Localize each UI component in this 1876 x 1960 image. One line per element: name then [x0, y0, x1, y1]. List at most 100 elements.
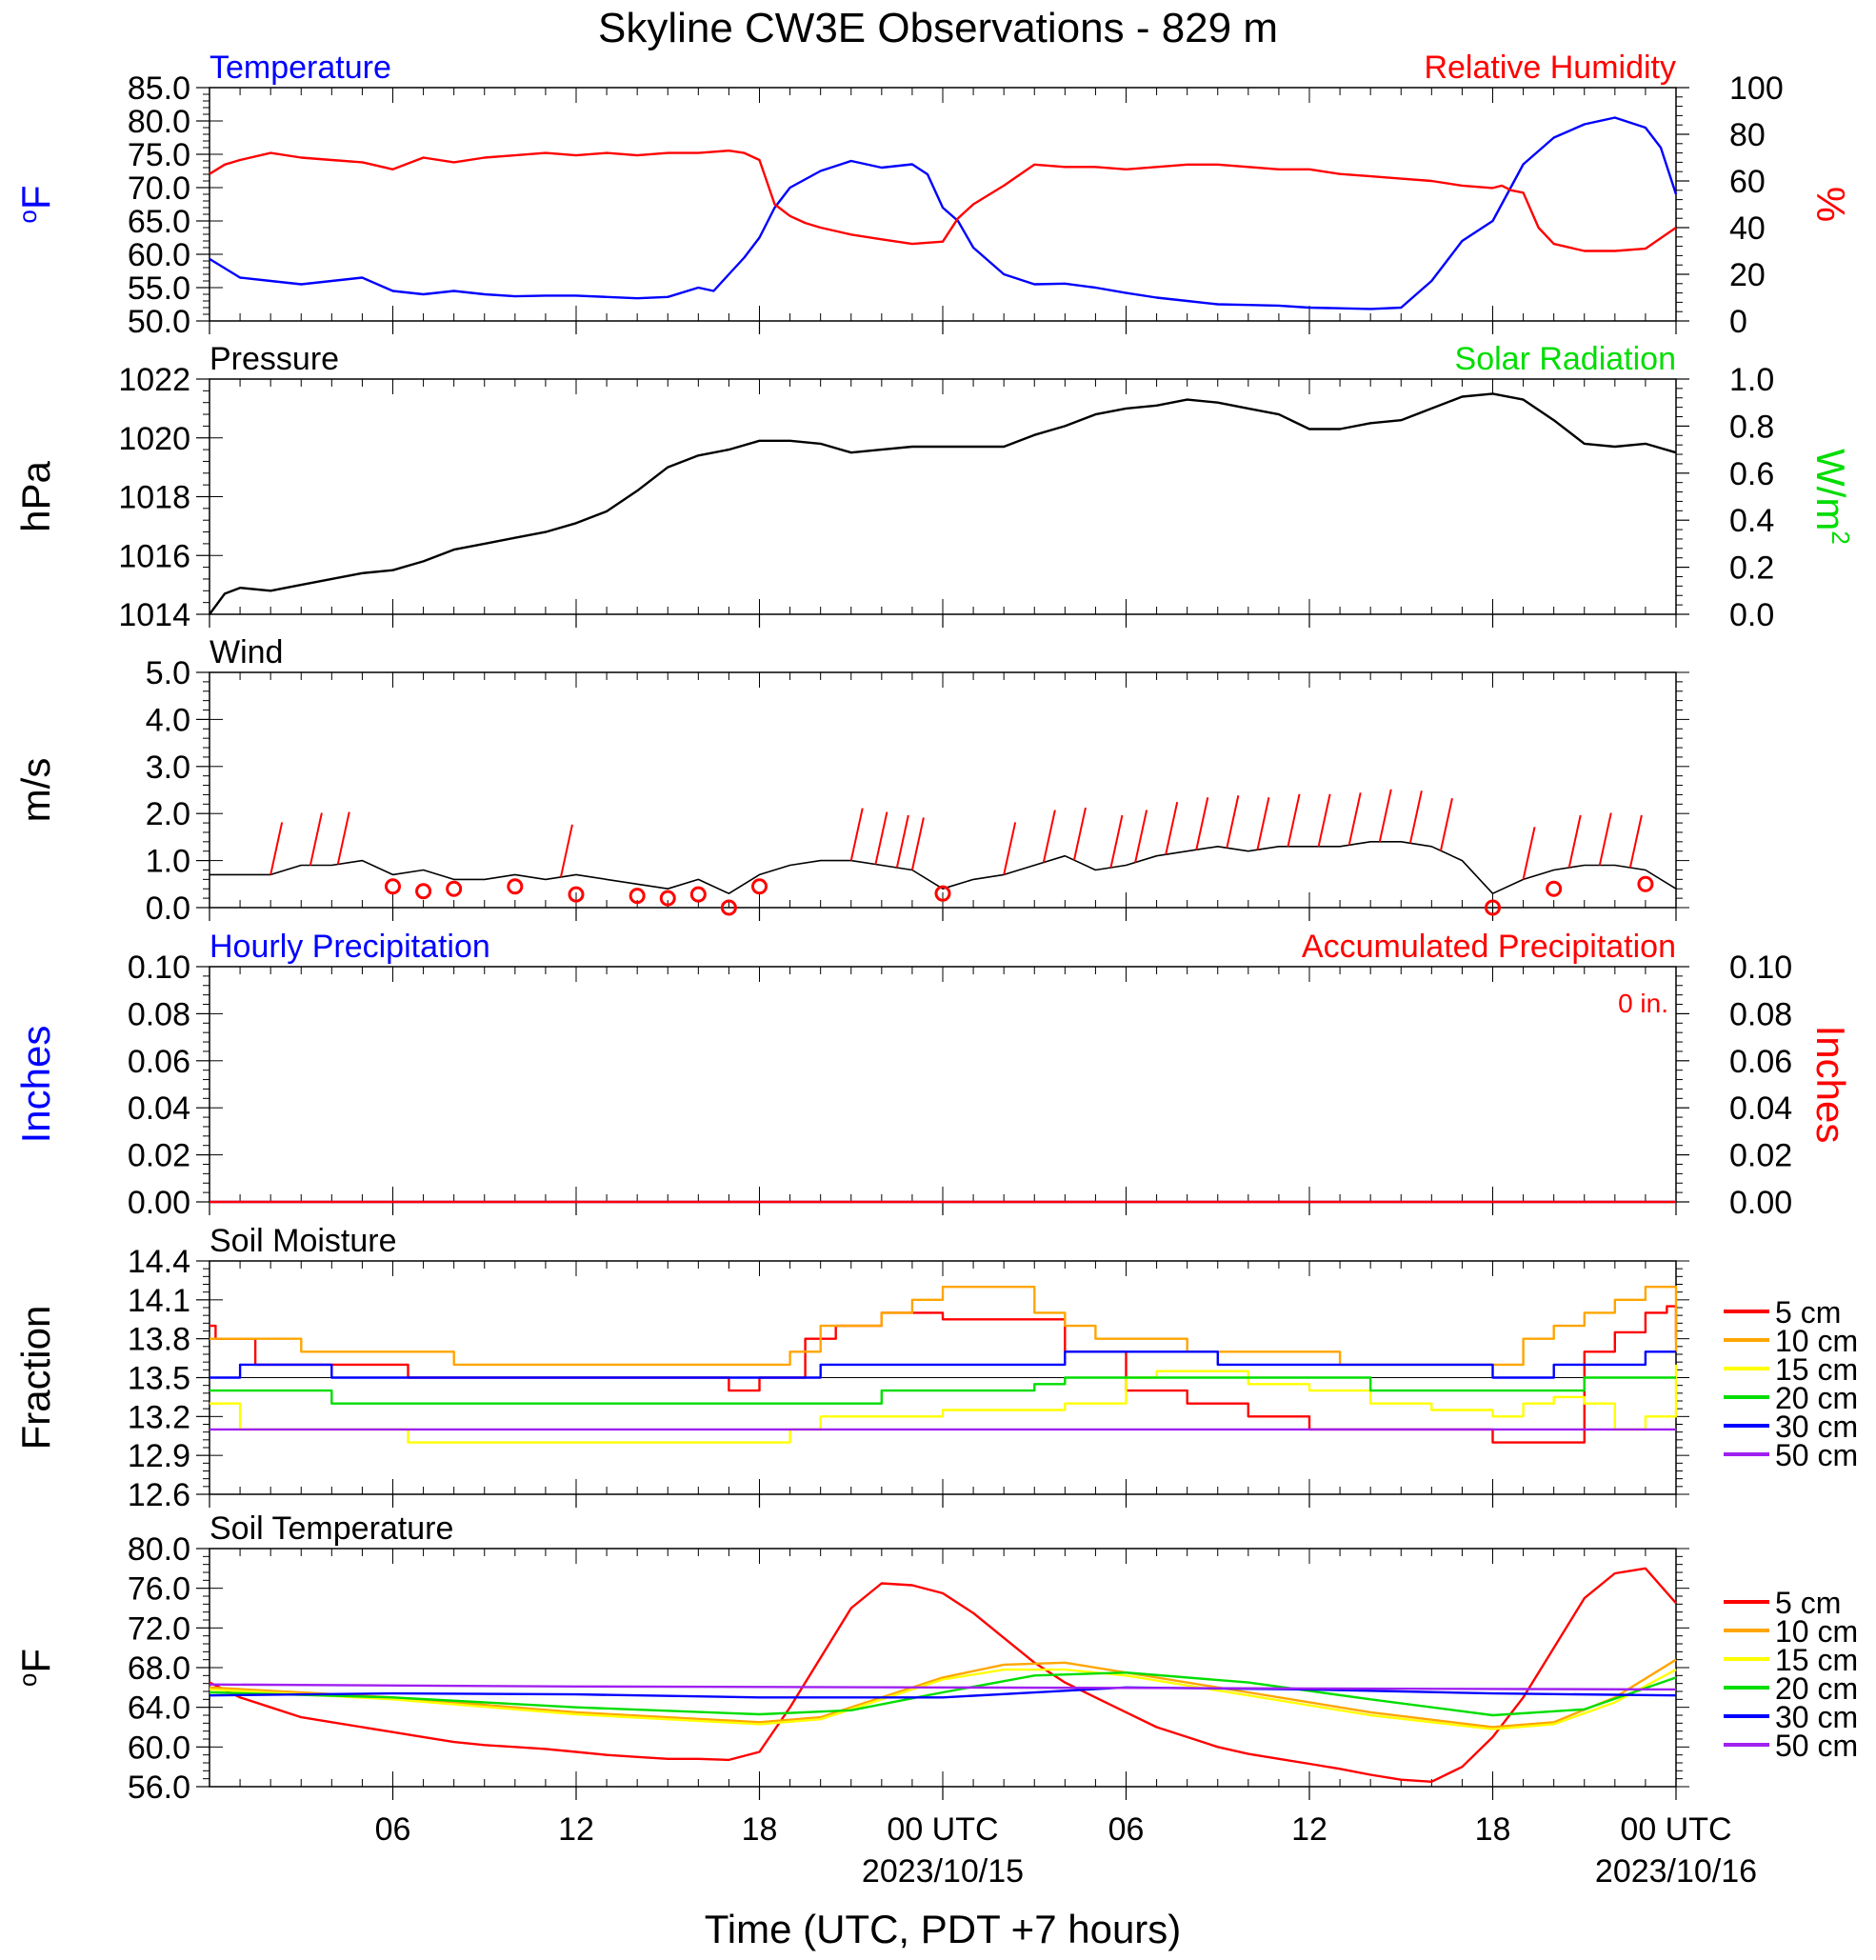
y-tick-label-left: 85.0 — [128, 70, 190, 107]
unit-exponent: 2 — [1826, 530, 1855, 544]
calm-marker — [934, 885, 951, 902]
series-line-20-cm — [210, 1376, 1676, 1405]
y-tick-label-left: 60.0 — [128, 1730, 190, 1766]
x-tick-label: 00 UTC — [1620, 1811, 1731, 1848]
wind-barb — [1195, 797, 1209, 850]
wind-barb — [1317, 793, 1331, 847]
y-tick-label-right: 0.00 — [1729, 1185, 1792, 1221]
panel-title-left: Temperature — [210, 50, 391, 86]
x-axis: 06 12 18 00 UTC 2023/10/15 06 12 18 00 UTC 2023/1… — [375, 1787, 1757, 1890]
panel-temp_rh: 50.055.060.065.070.075.080.085.0 0 20 40 60 8… — [13, 50, 1853, 340]
panel-wind: 0.0 1.0 2.0 3.0 4.0 5.0 Wind m/s — [13, 634, 1689, 927]
panels: 50.055.060.065.070.075.080.085.002040608… — [13, 50, 1858, 1806]
degree-symbol: o — [13, 1673, 42, 1687]
y-tick-label-right: 0.4 — [1729, 503, 1774, 539]
y-tick-label-right: 0.02 — [1729, 1138, 1792, 1174]
y-tick-label-right: 0.6 — [1729, 456, 1774, 492]
panel-title-left: Wind — [210, 634, 283, 670]
y-tick-label-right: 0.04 — [1729, 1090, 1792, 1127]
y-tick-label-right: 0.8 — [1729, 409, 1774, 445]
y-tick-label-left: 56.0 — [128, 1770, 190, 1806]
calm-marker — [1546, 880, 1563, 897]
y-tick-label-right: 40 — [1729, 210, 1766, 247]
y-tick-label-left: 1014 — [118, 597, 190, 633]
wind-barb — [1347, 792, 1362, 846]
panel-frame — [209, 378, 1677, 615]
panel-title-left: Soil Temperature — [210, 1510, 453, 1547]
calm-marker — [385, 878, 401, 895]
y-tick-label-right: 0.0 — [1729, 597, 1774, 633]
series-line-wind — [210, 841, 1677, 894]
y-axis-label-left: m/s — [13, 758, 58, 823]
wind-barb — [1042, 810, 1056, 863]
x-tick-label: 06 — [375, 1811, 411, 1848]
calm-marker — [1485, 899, 1501, 916]
y-axis-label-left: Fraction — [13, 1306, 58, 1450]
x-tick-label: 06 — [1108, 1811, 1145, 1848]
y-tick-label-left: 76.0 — [128, 1571, 190, 1608]
y-tick-label-left: 1022 — [118, 362, 190, 398]
y-axis-label-left: oF — [13, 185, 58, 223]
series-line-relative-humidity — [209, 150, 1677, 252]
legend-label: 20 cm — [1775, 1381, 1858, 1415]
wind-barb — [910, 817, 925, 870]
y-axis-label-right: W/m2 — [1808, 449, 1855, 545]
y-tick-label-left: 55.0 — [128, 270, 190, 307]
wind-barb — [309, 812, 323, 866]
y-tick-label-right: 20 — [1729, 257, 1766, 293]
x-tick-date-label: 2023/10/15 — [862, 1853, 1024, 1890]
y-tick-label-right: 100 — [1729, 70, 1784, 107]
series-line-50-cm — [209, 1683, 1677, 1691]
y-tick-label-right: 0 — [1729, 304, 1747, 340]
wind-barb — [1567, 814, 1582, 869]
y-tick-label-left: 0.10 — [128, 950, 190, 986]
y-tick-label-left: 14.4 — [128, 1244, 190, 1280]
series-line-15-cm — [209, 1668, 1677, 1730]
y-tick-label-left: 0.00 — [128, 1185, 190, 1221]
wind-barb — [874, 811, 888, 865]
wind-barb — [1134, 810, 1148, 863]
chart-title: Skyline CW3E Observations - 829 m — [598, 5, 1278, 51]
y-tick-label-left: 13.2 — [128, 1399, 190, 1435]
y-tick-label-left: 14.1 — [128, 1283, 190, 1319]
y-tick-label-left: 0.06 — [128, 1044, 190, 1080]
calm-marker — [659, 890, 676, 907]
y-tick-label-left: 13.5 — [128, 1361, 190, 1397]
calm-marker — [720, 899, 737, 916]
y-tick-label-right: 1.0 — [1729, 362, 1774, 398]
y-tick-label-left: 12.9 — [128, 1438, 190, 1474]
y-tick-label-left: 65.0 — [128, 204, 190, 240]
wind-barb — [336, 811, 350, 865]
panel-soil_moisture: 12.612.913.213.513.814.114.4 Soil Moistur… — [13, 1223, 1858, 1513]
y-tick-label-left: 4.0 — [146, 702, 190, 738]
wind-barb — [1165, 801, 1179, 855]
y-axis-label-left: hPa — [13, 460, 58, 531]
y-tick-label-left: 13.8 — [128, 1322, 190, 1358]
y-tick-label-left: 1020 — [118, 421, 190, 457]
panel-title-left: Pressure — [210, 341, 339, 377]
legend-label: 5 cm — [1775, 1586, 1841, 1620]
wind-barb — [1522, 827, 1536, 880]
calm-marker — [751, 878, 768, 895]
y-tick-label-right: 0.08 — [1729, 996, 1792, 1032]
panel-precip: 0.00 0.02 0.04 0.06 0.08 0.10 0.00 0.02 0.04 0.06… — [13, 929, 1853, 1221]
y-tick-label-left: 3.0 — [146, 750, 190, 786]
wind-barb — [1598, 812, 1612, 866]
panel-title-right: Solar Radiation — [1455, 341, 1676, 377]
y-tick-label-left: 50.0 — [128, 304, 190, 340]
wind-barb — [895, 814, 909, 869]
calm-marker — [689, 886, 707, 903]
x-axis-label: Time (UTC, PDT +7 hours) — [705, 1907, 1182, 1951]
y-tick-label-left: 2.0 — [146, 796, 190, 832]
y-tick-label-right: 0.2 — [1729, 550, 1774, 587]
wind-barb — [269, 822, 284, 875]
y-tick-label-left: 60.0 — [128, 237, 190, 273]
panel-frame — [209, 966, 1677, 1203]
calm-marker — [629, 888, 646, 905]
panel-frame — [209, 1548, 1677, 1788]
y-tick-label-left: 80.0 — [128, 104, 190, 140]
x-tick-date-label: 2023/10/16 — [1595, 1853, 1757, 1890]
series-line-pressure — [209, 392, 1677, 615]
series-line-10-cm — [210, 1286, 1678, 1367]
